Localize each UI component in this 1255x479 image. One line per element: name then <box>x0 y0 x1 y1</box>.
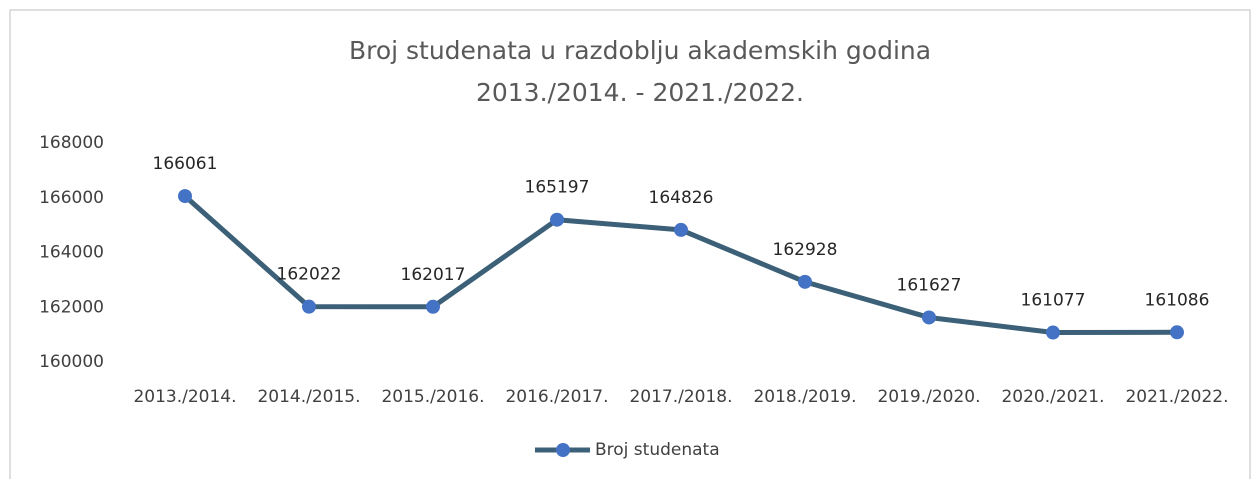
point <box>550 212 564 227</box>
x-tick-label: 2016./2017. <box>505 387 608 407</box>
y-tick-label: 166000 <box>39 188 104 208</box>
chart-title: 2013./2014. - 2021./2022. <box>476 78 804 107</box>
data-label: 164826 <box>649 188 714 208</box>
chart-border <box>9 9 1251 479</box>
data-label: 166061 <box>153 154 218 174</box>
data-label: 161627 <box>897 275 962 295</box>
y-tick-label: 164000 <box>39 243 104 263</box>
point <box>922 310 936 325</box>
x-tick-label: 2019./2020. <box>877 387 980 407</box>
x-tick-label: 2013./2014. <box>133 387 236 407</box>
x-tick-label: 2021./2022. <box>1125 387 1228 407</box>
point <box>798 274 812 289</box>
y-tick-label: 168000 <box>39 133 104 153</box>
point <box>178 189 192 204</box>
x-tick-label: 2017./2018. <box>629 387 732 407</box>
data-label: 162022 <box>277 265 342 285</box>
x-tick-label: 2014./2015. <box>257 387 360 407</box>
point <box>302 299 316 314</box>
data-label: 165197 <box>525 178 590 198</box>
x-tick-label: 2015./2016. <box>381 387 484 407</box>
chart-title: Broj studenata u razdoblju akademskih go… <box>349 36 931 65</box>
x-tick-label: 2018./2019. <box>753 387 856 407</box>
legend-label: Broj studenata <box>595 440 720 460</box>
y-tick-label: 160000 <box>39 352 104 372</box>
data-label: 162928 <box>773 240 838 260</box>
point <box>1170 325 1184 340</box>
x-tick-label: 2020./2021. <box>1001 387 1104 407</box>
data-label: 161077 <box>1021 291 1086 311</box>
data-label: 161086 <box>1145 290 1210 310</box>
legend-marker <box>556 443 570 457</box>
data-label: 162017 <box>401 265 466 285</box>
point <box>1046 325 1060 340</box>
y-tick-label: 162000 <box>39 297 104 317</box>
point <box>426 299 440 314</box>
point <box>674 222 688 237</box>
